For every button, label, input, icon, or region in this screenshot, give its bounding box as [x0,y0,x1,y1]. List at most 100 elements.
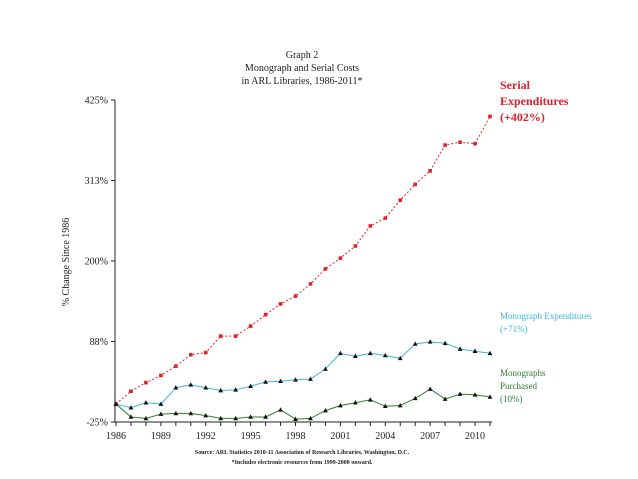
data-point [472,392,478,397]
data-point [128,405,134,410]
data-point [308,282,313,286]
data-point [218,415,224,421]
data-point [218,334,223,338]
data-point [338,402,343,408]
data-point [203,385,209,390]
data-point [442,396,448,401]
data-point [398,198,403,202]
footnote: *Includes electronic resources from 1999… [232,460,373,466]
data-point [382,352,388,358]
data-point [308,376,313,381]
y-tick-label: -25% [86,418,108,429]
data-point [427,339,433,344]
series-line-serial-expenditures [115,116,491,405]
data-point [368,224,373,228]
data-point [173,410,179,416]
x-tick-label: 1998 [286,431,306,442]
data-point [472,348,478,353]
y-axis-label: % Change Since 1986 [61,218,72,307]
data-point [188,382,194,387]
y-tick-label: 425% [85,96,108,107]
x-tick-label: 2010 [465,431,485,442]
data-point [263,414,268,419]
data-point [383,216,388,220]
data-point [293,294,298,298]
data-point [203,350,208,355]
data-point [413,182,417,187]
legend-label: Monographs [500,368,546,378]
x-tick-label: 2007 [420,431,440,442]
data-point [367,350,373,356]
legend-label: (+402%) [500,110,545,124]
data-point [323,267,328,271]
data-point [442,340,448,346]
y-tick-label: 200% [85,257,108,268]
data-point [367,397,373,402]
data-point [263,312,268,317]
data-point [159,373,163,378]
y-tick-label: 88% [90,337,108,348]
data-point [293,377,298,382]
source-note: Source: ARL Statistics 2010-11 Associati… [195,450,410,456]
data-point [397,355,403,361]
y-tick-label: 313% [85,176,108,187]
data-point [113,401,119,406]
data-point [457,346,463,351]
data-point [278,302,283,306]
data-point [323,407,328,413]
data-point [188,410,194,416]
data-point [143,400,149,405]
data-point [352,353,358,358]
data-point [457,391,463,396]
data-point [397,402,403,408]
data-point [218,387,224,393]
data-point [233,415,239,421]
data-point [248,414,254,419]
data-point [173,385,179,390]
data-point [352,400,358,405]
data-point [203,412,209,418]
data-point [143,415,149,421]
data-point [382,403,388,409]
x-tick-label: 1986 [106,431,126,442]
x-tick-label: 1989 [151,431,171,442]
data-point [487,394,493,399]
x-tick-label: 2001 [330,431,350,442]
chart-title-line-1: Graph 2 [286,50,319,61]
data-point [323,366,328,371]
data-point [174,364,178,368]
data-point [412,395,418,401]
legend-label: Expenditures [500,94,569,108]
data-point [128,414,134,419]
data-point [443,143,447,147]
data-point [487,350,493,356]
data-point [427,386,433,391]
legend-label: Serial [500,78,531,92]
data-point [233,387,239,392]
data-point [158,401,164,406]
data-point [338,256,343,260]
data-point [278,407,283,412]
data-point [158,411,164,416]
data-point [293,416,298,421]
data-point [278,378,283,384]
data-point [233,334,238,338]
x-tick-label: 1995 [241,431,261,442]
legend-label: Purchased [500,381,537,391]
series-line-monograph-expenditures [115,341,491,409]
data-point [263,379,268,384]
data-point [353,244,358,248]
data-point [428,169,432,173]
legend-label: (10%) [500,394,523,404]
data-point [248,383,254,389]
data-point [338,350,343,356]
series-line-monographs-purchased [115,388,491,420]
data-point [189,352,193,357]
data-point [458,140,462,145]
legend-label: (+71%) [500,324,528,334]
legend-label: Monograph Expenditures [500,311,592,321]
data-point [488,114,492,119]
x-tick-label: 2004 [375,431,395,442]
data-point [473,141,477,146]
